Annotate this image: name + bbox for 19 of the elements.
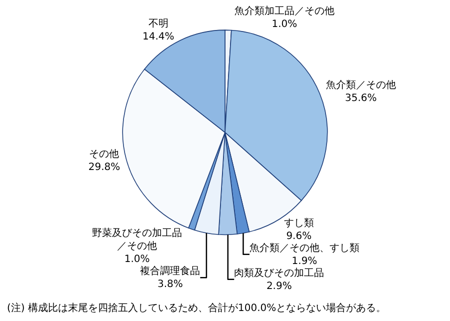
data-label: 1.9% xyxy=(292,256,318,267)
data-label: 9.6% xyxy=(286,230,312,242)
data-label: 29.8% xyxy=(88,162,120,174)
slice-label: 肉類及びその加工品 xyxy=(234,266,324,279)
data-label: 35.6% xyxy=(345,93,377,104)
text: (注) 構成比は末尾を四捨五入しているため、合計が100.0%とならない場合がある。 xyxy=(7,302,386,314)
data-label: 1.0% xyxy=(272,19,298,30)
slice-label: すし類 xyxy=(284,216,314,229)
slice-label: 複合調理食品 xyxy=(140,265,200,278)
slice-label: その他 xyxy=(89,148,120,160)
slice-label: 魚介類／その他、すし類 xyxy=(249,242,360,254)
data-label: 1.0% xyxy=(124,254,150,266)
data-label: 14.4% xyxy=(142,32,174,43)
slice-label: 野菜及びその加工品／その他 xyxy=(92,227,182,252)
slice-label: 魚介類加工品／その他 xyxy=(234,5,334,18)
slice-label: 魚介類／その他 xyxy=(326,79,396,92)
data-label: 2.9% xyxy=(266,280,292,292)
data-label: 3.8% xyxy=(158,279,183,290)
slice-label: 不明 xyxy=(148,18,168,30)
